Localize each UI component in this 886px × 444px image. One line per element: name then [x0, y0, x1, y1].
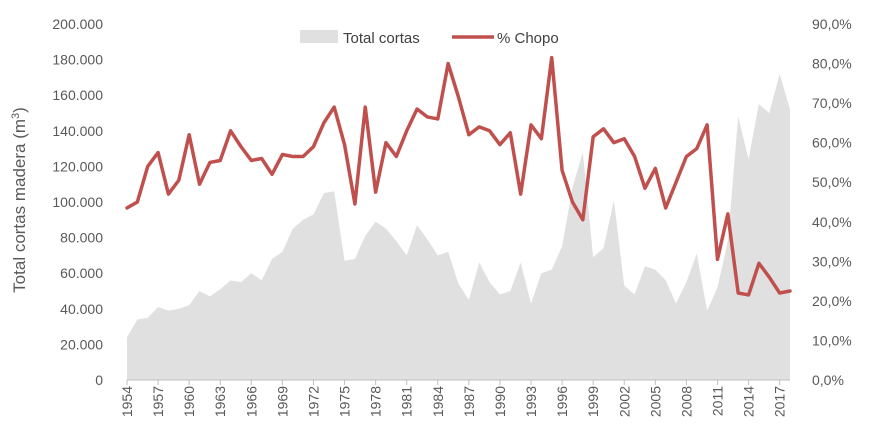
- y-right-axis-ticks: 0,0% 10,0% 20,0% 30,0% 40,0% 50,0% 60,0% 70,0% 8…: [812, 16, 852, 388]
- x-tick-label: 1957: [150, 386, 166, 417]
- y-left-tick-label: 160.000: [52, 87, 103, 103]
- legend-label-total-cortas: Total cortas: [343, 30, 420, 47]
- x-axis-ticks: 1954 1957 1960 1963 1966 1969 1972 1975 1978 1981…: [119, 380, 788, 417]
- x-tick-label: 2008: [678, 386, 694, 417]
- y-left-tick-label: 20.000: [60, 336, 103, 352]
- y-right-tick-label: 80,0%: [812, 56, 852, 72]
- x-tick-label: 1996: [554, 386, 570, 417]
- y-left-tick-label: 40.000: [60, 301, 103, 317]
- y-left-axis-title: Total cortas madera (m3): [10, 107, 29, 293]
- legend-label-chopo: % Chopo: [497, 30, 559, 47]
- x-tick-label: 1963: [212, 386, 228, 417]
- x-tick-label: 1972: [305, 386, 321, 417]
- y-right-tick-label: 0,0%: [812, 372, 844, 388]
- y-left-axis-ticks: 0 20.000 40.000 60.000 80.000 100.000 120.000 1…: [52, 16, 103, 388]
- x-tick-label: 1990: [492, 386, 508, 417]
- y-left-tick-label: 100.000: [52, 194, 103, 210]
- y-left-tick-label: 180.000: [52, 52, 103, 68]
- y-left-tick-label: 140.000: [52, 123, 103, 139]
- x-tick-label: 2005: [647, 386, 663, 417]
- area-total-cortas: [127, 73, 790, 380]
- y-right-tick-label: 50,0%: [812, 174, 852, 190]
- y-right-tick-label: 30,0%: [812, 253, 852, 269]
- y-right-tick-label: 40,0%: [812, 214, 852, 230]
- x-tick-label: 1981: [399, 386, 415, 417]
- x-tick-label: 1987: [461, 386, 477, 417]
- x-tick-label: 1978: [368, 386, 384, 417]
- y-left-tick-label: 200.000: [52, 16, 103, 32]
- x-tick-label: 2011: [709, 386, 725, 416]
- x-tick-label: 1969: [274, 386, 290, 417]
- y-left-tick-label: 120.000: [52, 158, 103, 174]
- y-left-tick-label: 0: [95, 372, 103, 388]
- x-tick-label: 1984: [430, 386, 446, 417]
- legend-swatch-total-cortas: [300, 30, 338, 43]
- x-tick-label: 1966: [243, 386, 259, 417]
- legend: Total cortas % Chopo: [300, 30, 559, 47]
- y-right-tick-label: 10,0%: [812, 332, 852, 348]
- y-right-tick-label: 90,0%: [812, 16, 852, 32]
- x-tick-label: 1975: [337, 386, 353, 417]
- x-tick-label: 1960: [181, 386, 197, 417]
- x-tick-label: 2017: [772, 386, 788, 417]
- x-tick-label: 2014: [741, 386, 757, 417]
- line-series-layer: [125, 55, 792, 297]
- y-left-tick-label: 80.000: [60, 230, 103, 246]
- x-tick-label: 1999: [585, 386, 601, 417]
- y-left-tick-label: 60.000: [60, 265, 103, 281]
- y-right-tick-label: 70,0%: [812, 95, 852, 111]
- y-right-tick-label: 60,0%: [812, 135, 852, 151]
- x-tick-label: 1954: [119, 386, 135, 417]
- area-series-layer: [127, 73, 790, 380]
- x-tick-label: 1993: [523, 386, 539, 417]
- x-tick-label: 2002: [616, 386, 632, 417]
- y-right-tick-label: 20,0%: [812, 293, 852, 309]
- line-chopo: [125, 55, 792, 297]
